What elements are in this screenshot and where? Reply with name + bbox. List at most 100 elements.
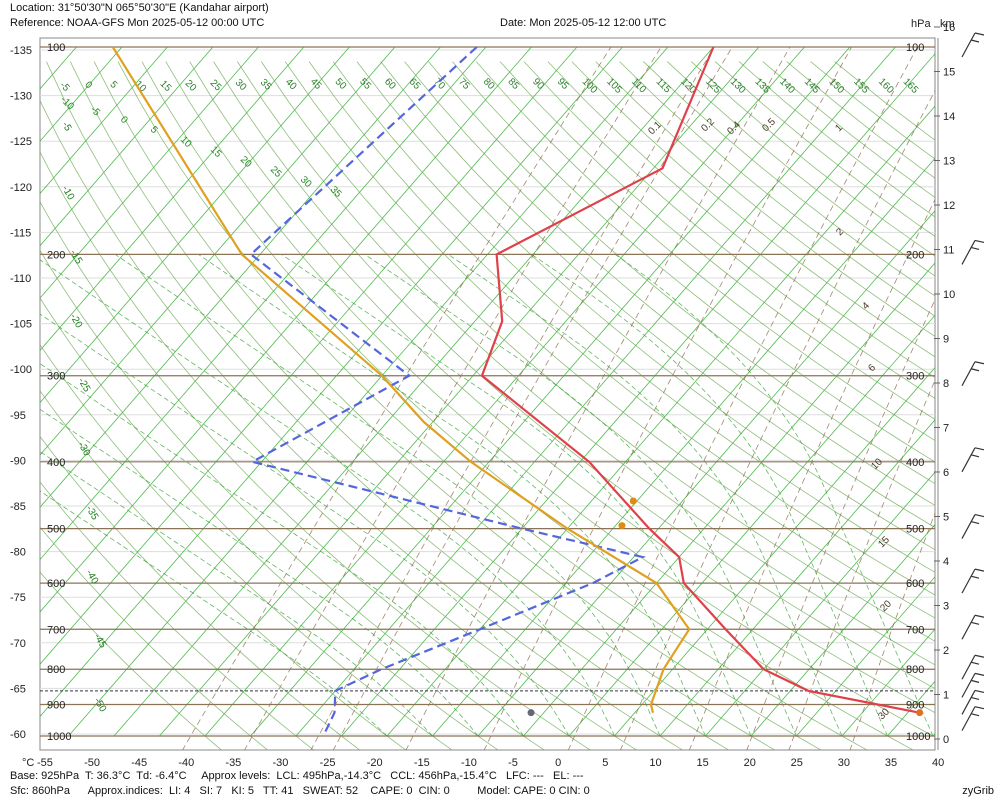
km-tick-label: 2 xyxy=(943,645,949,657)
date-label: Date: Mon 2025-05-12 12:00 UTC xyxy=(500,17,667,29)
x-tick-label: -10 xyxy=(461,757,477,769)
dry-adiabat-line xyxy=(523,61,935,399)
wind-barb-icon xyxy=(961,654,985,680)
dry-adiabat-line xyxy=(499,61,935,420)
x-tick-label: -35 xyxy=(225,757,241,769)
isotherm-line xyxy=(341,53,935,737)
dry-adiabat-line xyxy=(237,61,935,666)
left-tick-label: -90 xyxy=(10,455,26,467)
wind-barb-staff xyxy=(961,690,976,715)
x-tick-label: -40 xyxy=(178,757,194,769)
isotherm-line xyxy=(523,262,935,737)
isotherm-line xyxy=(705,471,935,737)
x-tick-label: 0 xyxy=(555,757,561,769)
brand-label: zyGrib xyxy=(962,785,994,797)
wind-barb-flag xyxy=(974,568,985,572)
wind-barb-flag xyxy=(970,521,980,525)
km-tick-label: 15 xyxy=(943,67,955,79)
wind-barb-staff xyxy=(961,514,976,539)
x-tick-label: -30 xyxy=(273,757,289,769)
isotherm-line xyxy=(40,46,623,718)
isotherm-line xyxy=(932,733,935,737)
left-tick-label: -70 xyxy=(10,638,26,650)
dry-adiabat-line xyxy=(189,61,935,714)
pressure-label-left: 200 xyxy=(47,249,65,261)
mixing-ratio-line xyxy=(567,46,918,750)
pressure-label-left: 800 xyxy=(47,664,65,676)
sounding-curve xyxy=(111,46,691,713)
mixing-ratio-line xyxy=(483,46,852,750)
dry-adiabat-line xyxy=(356,61,935,551)
pressure-label-left: 500 xyxy=(47,524,65,536)
x-tick-label: 10 xyxy=(649,757,661,769)
isotherm-label: -55 xyxy=(99,760,116,770)
isotherm-line xyxy=(40,46,168,195)
x-tick-label: -5 xyxy=(508,757,518,769)
isotherm-line xyxy=(477,210,935,737)
isotherm-line xyxy=(750,523,935,737)
isotherm-line xyxy=(0,47,31,736)
dry-adiabat-line xyxy=(476,61,935,442)
pressure-label-right: 600 xyxy=(906,578,924,590)
isotherm-line xyxy=(568,314,935,737)
wind-barb-icon xyxy=(961,672,985,698)
dry-adiabat-line xyxy=(40,297,499,750)
x-tick-label: 30 xyxy=(838,757,850,769)
left-tick-label: -75 xyxy=(10,592,26,604)
saturated-adiabat-line xyxy=(364,254,797,737)
km-tick-label: 10 xyxy=(943,289,955,301)
km-tick-label: 8 xyxy=(943,378,949,390)
mixing-ratio-line xyxy=(746,298,935,750)
dry-adiabat-line xyxy=(141,61,914,750)
dry-adiabat-line xyxy=(40,249,545,750)
dry-adiabat-line xyxy=(571,61,935,358)
marker-point xyxy=(618,522,626,530)
km-tick-label: 4 xyxy=(943,556,949,568)
wind-barb-flag xyxy=(974,689,985,694)
wind-barb-flag xyxy=(970,679,980,683)
x-tick-label: 20 xyxy=(744,757,756,769)
wind-barb-staff xyxy=(961,361,976,387)
sounding-curve xyxy=(480,46,920,714)
wind-barbs xyxy=(961,32,985,731)
dry-adiabat-line xyxy=(165,61,935,738)
isotherm-line xyxy=(40,46,259,299)
km-tick-label: 13 xyxy=(943,156,955,168)
wind-barb-icon xyxy=(961,447,985,473)
isotherm-line xyxy=(659,419,935,737)
dry-adiabat-line xyxy=(40,99,684,750)
wind-barb-staff xyxy=(961,614,976,640)
wind-barb-staff xyxy=(961,568,976,594)
km-tick-label: 12 xyxy=(943,200,955,212)
wind-barb-icon xyxy=(961,514,985,539)
wind-barb-flag xyxy=(970,696,980,701)
left-tick-label: -110 xyxy=(10,273,31,285)
grid-lines xyxy=(0,46,935,750)
x-tick-label: 35 xyxy=(885,757,897,769)
location-label: Location: 31°50'30"N 065°50'30"E (Kandah… xyxy=(10,2,269,14)
wind-barb-flag xyxy=(970,39,980,43)
left-tick-label: -80 xyxy=(10,547,26,559)
pressure-label-left: 600 xyxy=(47,578,65,590)
left-tick-label: -115 xyxy=(10,227,31,239)
isotherm-line xyxy=(40,46,532,613)
x-tick-label: -55 xyxy=(37,757,53,769)
wind-barb-flag xyxy=(970,454,980,458)
dry-adiabat-line xyxy=(69,61,776,750)
dry-adiabat-line xyxy=(40,481,315,750)
x-tick-label: 25 xyxy=(791,757,803,769)
left-tick-label: -60 xyxy=(10,729,26,741)
left-tick-label: -125 xyxy=(10,136,32,148)
x-tick-label: 15 xyxy=(696,757,708,769)
x-tick-label: -45 xyxy=(131,757,147,769)
pressure-label-right: 300 xyxy=(906,371,924,383)
dry-adiabat-line xyxy=(40,344,453,750)
wind-barb-staff xyxy=(961,706,976,731)
mixing-ratio-line xyxy=(310,46,715,750)
left-tick-label: -65 xyxy=(10,683,26,695)
dry-adiabat-line xyxy=(40,571,223,750)
axis-labels: -55 -50 -45 -40 -35 -30 -25 -20 -15 -10 -5 0 5 10 15 20… xyxy=(10,22,955,769)
x-tick-label: -20 xyxy=(367,757,383,769)
isotherm-line xyxy=(204,46,805,737)
pressure-label-right: 200 xyxy=(906,249,924,261)
